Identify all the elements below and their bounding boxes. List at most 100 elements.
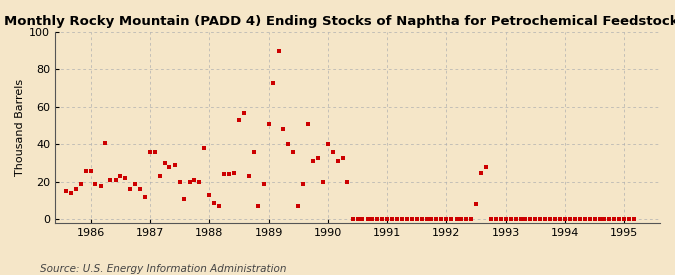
Point	[609, 217, 620, 222]
Point	[589, 217, 600, 222]
Point	[530, 217, 541, 222]
Point	[204, 193, 215, 197]
Point	[377, 217, 388, 222]
Point	[406, 217, 417, 222]
Point	[555, 217, 566, 222]
Point	[510, 217, 521, 222]
Point	[303, 122, 314, 126]
Point	[248, 150, 259, 154]
Point	[421, 217, 432, 222]
Point	[540, 217, 551, 222]
Point	[288, 150, 299, 154]
Point	[456, 217, 466, 222]
Point	[446, 217, 456, 222]
Point	[574, 217, 585, 222]
Point	[500, 217, 511, 222]
Point	[174, 180, 185, 184]
Point	[392, 217, 402, 222]
Point	[134, 187, 145, 192]
Point	[490, 217, 501, 222]
Point	[105, 178, 115, 182]
Point	[308, 159, 319, 163]
Point	[155, 174, 165, 178]
Point	[238, 110, 249, 115]
Point	[313, 155, 323, 160]
Point	[184, 180, 195, 184]
Point	[90, 182, 101, 186]
Point	[209, 200, 219, 205]
Point	[199, 146, 210, 150]
Point	[431, 217, 442, 222]
Point	[85, 169, 96, 173]
Point	[323, 142, 333, 147]
Point	[159, 161, 170, 165]
Point	[545, 217, 556, 222]
Point	[470, 202, 481, 207]
Point	[549, 217, 560, 222]
Point	[599, 217, 610, 222]
Point	[333, 159, 344, 163]
Point	[560, 217, 570, 222]
Point	[95, 183, 106, 188]
Point	[223, 172, 234, 177]
Point	[100, 140, 111, 145]
Point	[234, 118, 244, 122]
Point	[416, 217, 427, 222]
Point	[164, 165, 175, 169]
Point	[402, 217, 412, 222]
Point	[372, 217, 383, 222]
Point	[460, 217, 471, 222]
Point	[481, 165, 491, 169]
Point	[535, 217, 545, 222]
Point	[506, 217, 516, 222]
Point	[130, 182, 140, 186]
Point	[278, 127, 289, 132]
Point	[382, 217, 393, 222]
Point	[387, 217, 398, 222]
Point	[259, 182, 269, 186]
Point	[110, 178, 121, 182]
Point	[229, 170, 240, 175]
Point	[451, 217, 462, 222]
Point	[520, 217, 531, 222]
Point	[219, 172, 230, 177]
Point	[441, 217, 452, 222]
Point	[115, 174, 126, 178]
Point	[80, 169, 91, 173]
Point	[579, 217, 590, 222]
Point	[140, 195, 151, 199]
Point	[604, 217, 615, 222]
Point	[436, 217, 447, 222]
Point	[525, 217, 536, 222]
Point	[342, 180, 353, 184]
Point	[244, 174, 254, 178]
Point	[367, 217, 378, 222]
Point	[619, 217, 630, 222]
Point	[624, 217, 634, 222]
Point	[495, 217, 506, 222]
Point	[348, 217, 358, 222]
Point	[214, 204, 225, 208]
Point	[515, 217, 526, 222]
Point	[169, 163, 180, 167]
Point	[357, 217, 368, 222]
Point	[144, 150, 155, 154]
Point	[485, 217, 496, 222]
Point	[263, 122, 274, 126]
Point	[283, 142, 294, 147]
Point	[362, 217, 373, 222]
Point	[194, 180, 205, 184]
Point	[570, 217, 580, 222]
Point	[125, 187, 136, 192]
Title: Monthly Rocky Mountain (PADD 4) Ending Stocks of Naphtha for Petrochemical Feeds: Monthly Rocky Mountain (PADD 4) Ending S…	[4, 15, 675, 28]
Point	[60, 189, 71, 194]
Point	[273, 48, 284, 53]
Point	[614, 217, 624, 222]
Point	[179, 197, 190, 201]
Text: Source: U.S. Energy Information Administration: Source: U.S. Energy Information Administ…	[40, 264, 287, 274]
Point	[293, 204, 304, 208]
Point	[298, 182, 308, 186]
Point	[352, 217, 363, 222]
Point	[70, 187, 81, 192]
Point	[585, 217, 595, 222]
